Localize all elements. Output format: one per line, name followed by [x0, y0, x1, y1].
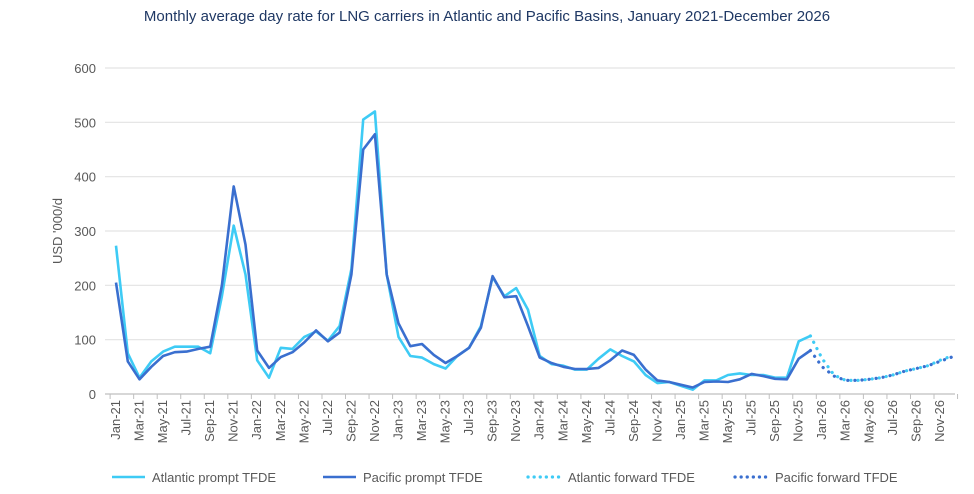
x-tick-label: Jan-23 [390, 400, 405, 440]
x-tick-label: Jul-23 [461, 400, 476, 435]
legend-label: Atlantic forward TFDE [568, 470, 695, 485]
y-tick-label: 400 [74, 170, 96, 185]
x-tick-label: Jan-26 [814, 400, 829, 440]
y-tick-label: 0 [89, 387, 96, 402]
y-tick-label: 100 [74, 333, 96, 348]
series-line-pacific-forward-tfde [808, 348, 954, 382]
x-tick-label: Jan-24 [532, 400, 547, 440]
x-tick-label: Mar-22 [273, 400, 288, 441]
x-tick-label: May-26 [861, 400, 876, 443]
x-tick-label: May-23 [438, 400, 453, 443]
x-tick-label: Mar-24 [555, 400, 570, 441]
x-tick-label: Jul-22 [320, 400, 335, 435]
x-tick-label: Jan-25 [673, 400, 688, 440]
x-tick-label: Mar-26 [838, 400, 853, 441]
x-tick-label: May-21 [155, 400, 170, 443]
x-tick-label: Nov-23 [508, 400, 523, 442]
chart-title: Monthly average day rate for LNG carrier… [143, 8, 831, 25]
x-tick-label: Sep-25 [767, 400, 782, 442]
x-tick-label: Mar-23 [414, 400, 429, 441]
series-line-atlantic-prompt-tfde [114, 110, 811, 392]
y-tick-label: 200 [74, 278, 96, 293]
x-tick-label: Sep-23 [485, 400, 500, 442]
x-tick-label: Jul-25 [744, 400, 759, 435]
x-tick-label: Mar-21 [132, 400, 147, 441]
legend-label: Pacific prompt TFDE [363, 470, 483, 485]
y-tick-label: 300 [74, 224, 96, 239]
x-tick-label: Nov-21 [226, 400, 241, 442]
series-line-atlantic-forward-tfde [808, 334, 954, 382]
x-tick-label: Jul-21 [179, 400, 194, 435]
x-tick-label: Nov-24 [649, 400, 664, 442]
x-tick-label: Sep-22 [343, 400, 358, 442]
y-tick-label: 500 [74, 115, 96, 130]
y-tick-label: 600 [74, 61, 96, 76]
x-tick-label: May-25 [720, 400, 735, 443]
x-tick-label: Jul-24 [602, 400, 617, 435]
x-tick-label: May-24 [579, 400, 594, 443]
y-axis-label: USD '000/d [50, 198, 65, 264]
x-tick-label: Jul-26 [885, 400, 900, 435]
x-tick-label: Jan-22 [249, 400, 264, 440]
x-tick-label: Sep-24 [626, 400, 641, 442]
x-tick-label: May-22 [296, 400, 311, 443]
legend-label: Pacific forward TFDE [775, 470, 898, 485]
x-tick-label: Nov-22 [367, 400, 382, 442]
legend-label: Atlantic prompt TFDE [152, 470, 276, 485]
x-tick-label: Mar-25 [697, 400, 712, 441]
series-line-pacific-prompt-tfde [114, 133, 812, 389]
x-tick-label: Nov-25 [791, 400, 806, 442]
x-tick-label: Sep-26 [908, 400, 923, 442]
x-tick-label: Nov-26 [932, 400, 947, 442]
x-tick-label: Sep-21 [202, 400, 217, 442]
x-tick-label: Jan-21 [108, 400, 123, 440]
